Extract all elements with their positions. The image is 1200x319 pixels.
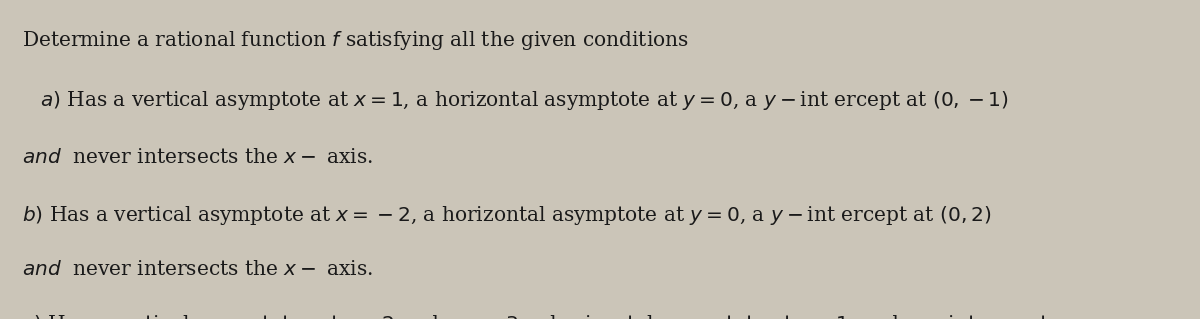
Text: $and$  never intersects the $x-$ axis.: $and$ never intersects the $x-$ axis. <box>22 148 373 167</box>
Text: $c)$ Has a vertical asymptotes at $x=2$ and $x=-3$, a horizontal asymptote at $y: $c)$ Has a vertical asymptotes at $x=2$ … <box>22 313 1058 319</box>
Text: $b)$ Has a vertical asymptote at $x=-2$, a horizontal asymptote at $y=0$, a $y-$: $b)$ Has a vertical asymptote at $x=-2$,… <box>22 204 991 227</box>
Text: $a)$ Has a vertical asymptote at $x=1$, a horizontal asymptote at $y=0$, a $y-$i: $a)$ Has a vertical asymptote at $x=1$, … <box>40 89 1008 112</box>
Text: $and$  never intersects the $x-$ axis.: $and$ never intersects the $x-$ axis. <box>22 260 373 279</box>
Text: Determine a rational function $f$ satisfying all the given conditions: Determine a rational function $f$ satisf… <box>22 29 689 52</box>
